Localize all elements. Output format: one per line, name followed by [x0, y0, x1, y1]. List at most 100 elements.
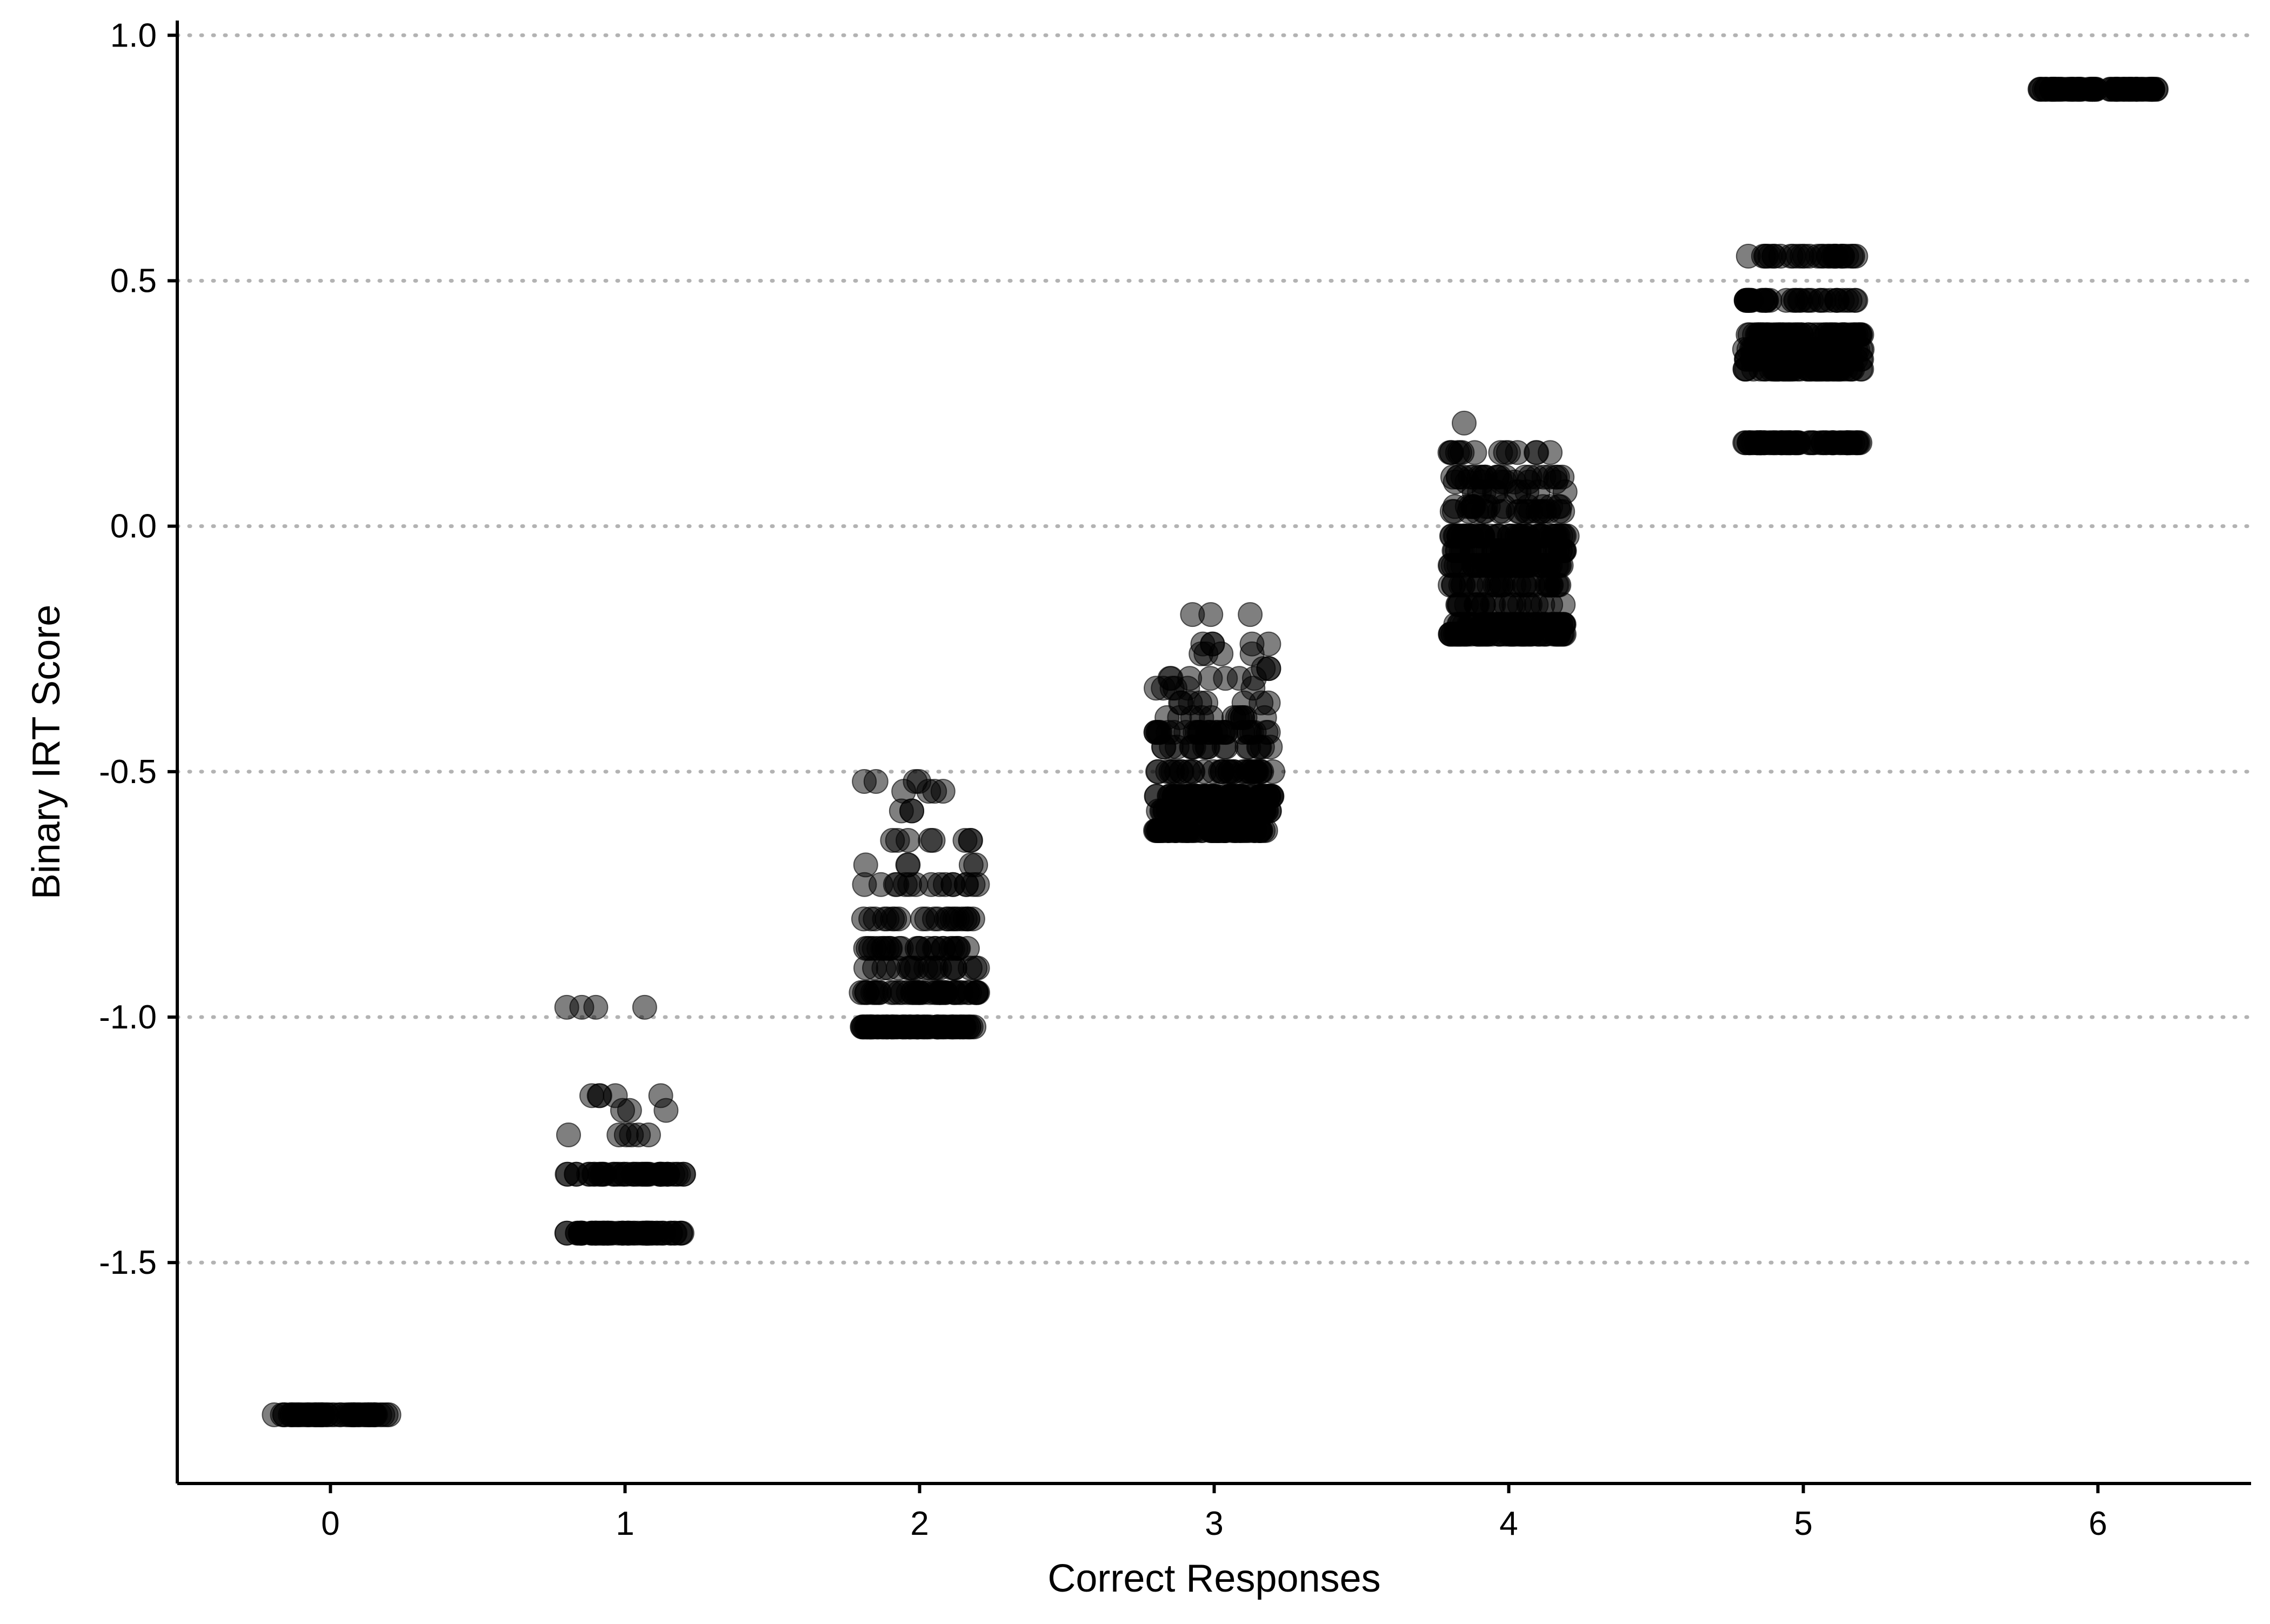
data-point — [1495, 440, 1521, 465]
data-point — [900, 980, 925, 1005]
data-point — [644, 1220, 670, 1246]
data-point — [310, 1402, 335, 1427]
data-point — [904, 955, 929, 981]
data-point — [655, 1161, 680, 1187]
data-points — [262, 77, 2169, 1427]
y-tick-label: 0.0 — [110, 508, 157, 545]
x-tick-label: 1 — [616, 1505, 634, 1542]
x-tick-label: 5 — [1794, 1505, 1812, 1542]
data-point — [556, 1122, 581, 1148]
data-point — [1754, 244, 1779, 269]
data-point — [1250, 734, 1275, 760]
data-point — [1848, 356, 1873, 382]
data-point — [1213, 734, 1239, 760]
data-point — [262, 1402, 287, 1427]
data-point — [884, 872, 910, 897]
data-point — [623, 1161, 649, 1187]
data-point — [1785, 430, 1811, 456]
data-point — [1198, 602, 1224, 627]
y-tick-label: -1.5 — [99, 1244, 157, 1281]
data-point — [1824, 244, 1849, 269]
x-axis-title: Correct Responses — [1047, 1557, 1380, 1600]
data-point — [1198, 666, 1223, 691]
data-point — [886, 906, 911, 932]
data-point — [1445, 621, 1470, 647]
data-point — [1752, 430, 1778, 456]
y-tick-label: 1.0 — [110, 17, 157, 54]
data-point — [570, 1220, 595, 1246]
data-point — [1146, 818, 1172, 843]
data-point — [1441, 499, 1467, 524]
data-point — [1846, 430, 1871, 456]
data-point — [1145, 759, 1170, 784]
data-point — [1206, 818, 1231, 843]
data-point — [951, 1014, 976, 1040]
data-point — [916, 779, 942, 804]
data-point — [613, 1122, 639, 1148]
data-point — [1144, 676, 1169, 701]
data-point — [1164, 734, 1190, 760]
data-point — [1778, 244, 1804, 269]
data-point — [863, 769, 889, 794]
data-point — [1509, 621, 1534, 647]
data-point — [653, 1098, 679, 1123]
data-point — [927, 955, 952, 981]
data-point — [1821, 356, 1847, 382]
y-tick-label: -0.5 — [99, 753, 157, 791]
data-point — [1447, 440, 1472, 465]
data-point — [2139, 77, 2164, 102]
x-tick-label: 3 — [1205, 1505, 1223, 1542]
x-tick-label: 6 — [2088, 1505, 2107, 1542]
x-tick-label: 4 — [1499, 1505, 1518, 1542]
data-point — [952, 828, 978, 853]
data-point — [2112, 77, 2137, 102]
data-point — [1452, 410, 1477, 436]
data-point — [1787, 288, 1812, 313]
x-tick-label: 0 — [321, 1505, 339, 1542]
data-point — [1529, 499, 1554, 524]
data-point — [1538, 440, 1563, 465]
data-point — [912, 1014, 937, 1040]
data-point — [370, 1402, 396, 1427]
data-point — [871, 955, 897, 981]
data-point — [632, 994, 657, 1020]
y-tick-label: -1.0 — [99, 999, 157, 1036]
data-point — [1807, 430, 1833, 456]
data-point — [341, 1402, 366, 1427]
data-point — [854, 980, 880, 1005]
data-point — [1232, 759, 1258, 784]
data-point — [1260, 759, 1286, 784]
data-point — [2039, 77, 2064, 102]
x-tick-label: 2 — [910, 1505, 929, 1542]
y-axis-title: Binary IRT Score — [25, 605, 68, 900]
data-point — [1765, 356, 1790, 382]
data-point — [899, 798, 924, 824]
data-point — [910, 906, 936, 932]
data-point — [1546, 621, 1572, 647]
data-point — [1176, 759, 1201, 784]
data-point — [1834, 288, 1859, 313]
data-point — [2067, 77, 2092, 102]
data-point — [554, 994, 579, 1020]
data-point — [579, 1083, 604, 1108]
data-point — [555, 1161, 580, 1187]
tick-marks-and-labels: -1.5 -1.0 -0.5 0.0 0.5 1.0 0 1 2 3 4 5 6 — [99, 17, 2107, 1542]
data-point — [865, 1014, 890, 1040]
data-point — [963, 955, 988, 981]
data-point — [880, 828, 905, 853]
data-point — [1752, 288, 1778, 313]
data-point — [590, 1161, 615, 1187]
data-point — [617, 1098, 642, 1123]
data-point — [922, 980, 947, 1005]
data-point — [964, 980, 989, 1005]
data-point — [918, 872, 944, 897]
data-point — [939, 906, 965, 932]
data-point — [920, 828, 946, 853]
y-tick-label: 0.5 — [110, 262, 157, 299]
data-point — [1209, 641, 1234, 666]
data-point — [940, 872, 966, 897]
data-point — [1247, 818, 1272, 843]
data-point — [1487, 621, 1513, 647]
